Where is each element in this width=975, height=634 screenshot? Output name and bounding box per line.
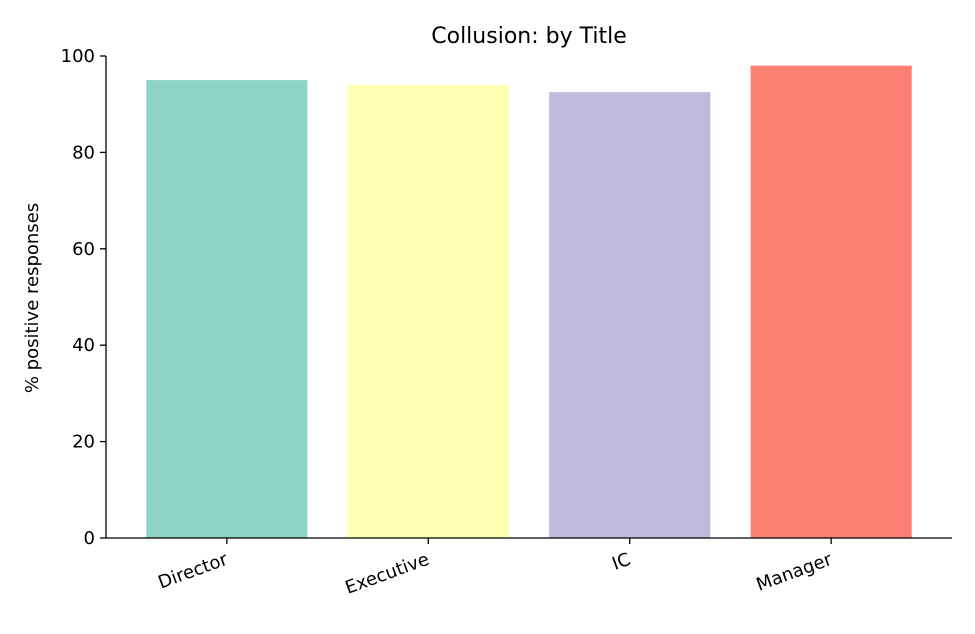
x-tick-label-ic: IC: [609, 549, 633, 575]
chart-title: Collusion: by Title: [431, 24, 627, 49]
y-axis-label: % positive responses: [22, 203, 43, 393]
bars-group: [146, 65, 912, 539]
bar-ic: [549, 92, 711, 539]
y-tick-label: 40: [72, 335, 95, 356]
y-axis-ticks: 0 20 40 60 80 100: [61, 46, 106, 549]
x-tick-label-director: Director: [155, 549, 231, 594]
y-tick-label: 80: [72, 142, 95, 163]
x-axis-ticks: Director Executive IC Manager: [155, 538, 835, 599]
y-tick-label: 100: [61, 46, 95, 67]
x-tick-label-executive: Executive: [342, 549, 432, 599]
x-tick-label-manager: Manager: [754, 549, 836, 596]
bar-director: [146, 80, 308, 538]
bar-manager: [750, 65, 912, 538]
y-tick-label: 20: [72, 432, 95, 453]
y-tick-label: 60: [72, 239, 95, 260]
y-tick-label: 0: [84, 528, 95, 549]
bar-executive: [347, 84, 509, 539]
